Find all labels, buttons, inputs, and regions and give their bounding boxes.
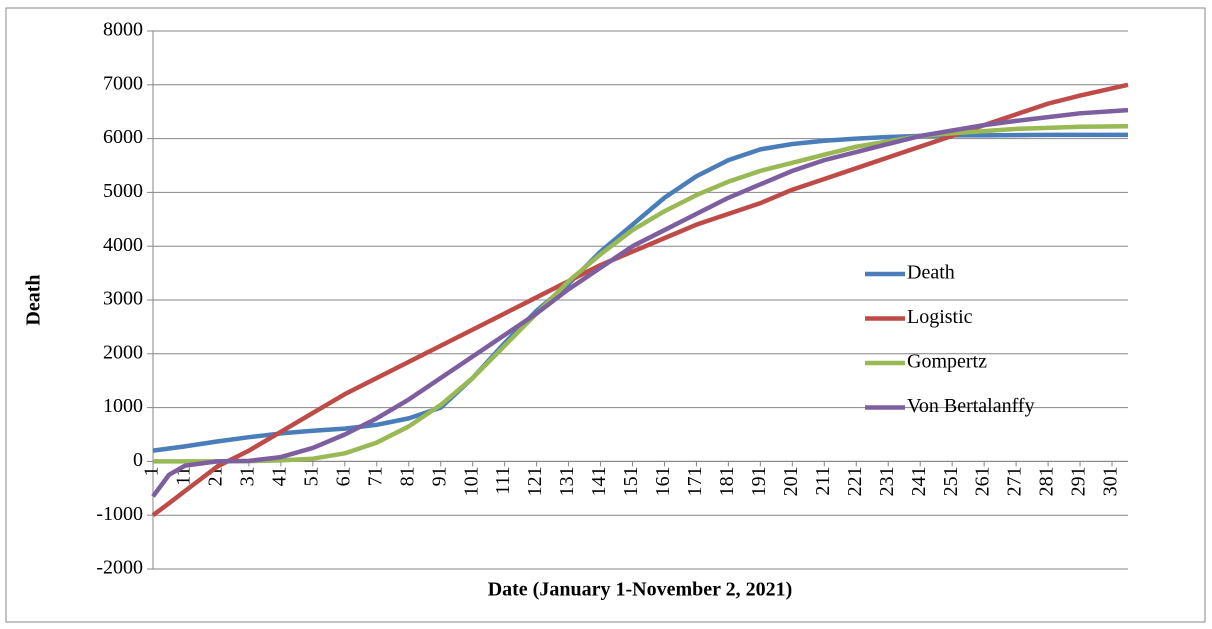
x-tick-label: 211 [812,466,834,495]
legend-label: Death [907,262,955,284]
x-tick-label: 281 [1036,466,1058,496]
y-axis-label: Death [23,274,45,325]
legend-label: Logistic [907,306,973,328]
x-axis-label: Date (January 1-November 2, 2021) [488,579,793,601]
series-line [151,107,1129,498]
y-tick-label: 4000 [103,234,143,256]
legend-label: Von Bertalanffy [907,395,1035,417]
x-tick-label: 161 [652,466,674,496]
x-tick-label: 61 [332,466,354,486]
x-tick-label: 231 [876,466,898,496]
y-tick-label: 2000 [103,341,143,363]
x-tick-label: 111 [492,466,514,495]
legend-label: Gompertz [907,351,987,373]
x-tick-label: 81 [396,466,418,486]
x-tick-label: 151 [620,466,642,496]
x-tick-label: 51 [300,466,322,486]
y-tick-label: 6000 [103,126,143,148]
y-tick-label: -1000 [96,503,143,525]
x-tick-label: 91 [428,466,450,486]
x-tick-label: 191 [748,466,770,496]
x-tick-label: 251 [940,466,962,496]
chart-border [5,7,1206,623]
x-tick-label: 181 [716,466,738,496]
y-tick-label: 8000 [103,19,143,41]
x-tick-label: 131 [556,466,578,496]
x-tick-label: 171 [684,466,706,496]
x-tick-label: 261 [972,466,994,496]
x-tick-label: 221 [844,466,866,496]
x-tick-label: 31 [236,466,258,486]
x-tick-label: 1 [141,466,163,476]
x-tick-label: 301 [1100,466,1122,496]
x-tick-label: 201 [780,466,802,496]
y-tick-label: 1000 [103,395,143,417]
x-tick-label: 71 [364,466,386,486]
y-tick-label: 7000 [103,72,143,94]
x-tick-label: 291 [1068,466,1090,496]
x-tick-label: 101 [460,466,482,496]
x-tick-label: 271 [1004,466,1026,496]
y-tick-label: 3000 [103,288,143,310]
y-tick-label: -2000 [96,557,143,579]
y-tick-label: 5000 [103,180,143,202]
x-tick-label: 41 [268,466,290,486]
y-tick-label: 0 [133,449,143,471]
x-tick-label: 121 [524,466,546,496]
x-tick-label: 141 [588,466,610,496]
x-tick-label: 241 [908,466,930,496]
